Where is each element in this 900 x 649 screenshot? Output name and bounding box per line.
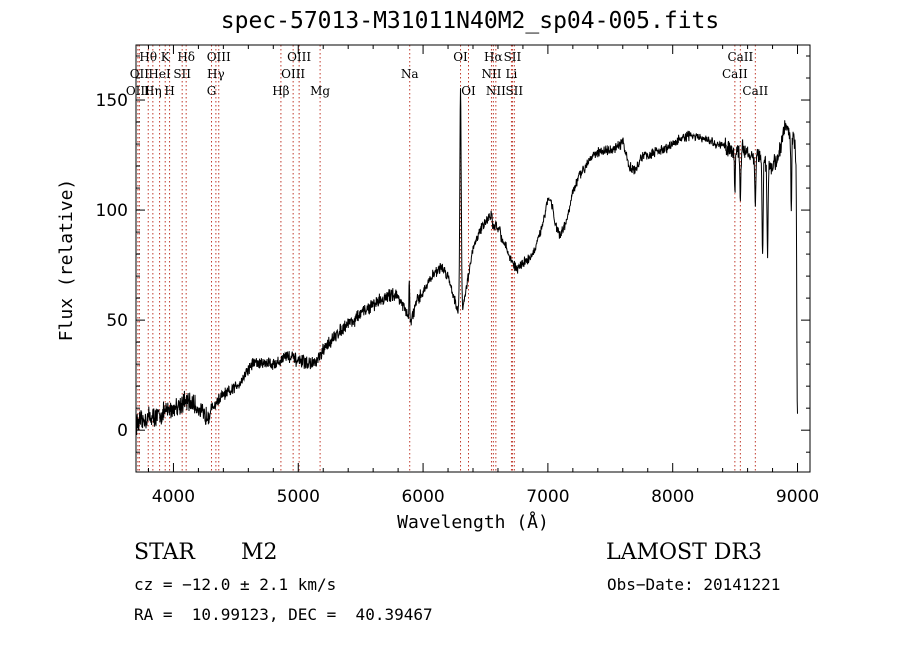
line-label: CaII xyxy=(722,67,748,81)
line-label: Hγ xyxy=(207,67,225,81)
line-label: Li xyxy=(506,67,518,81)
emission-line-markers xyxy=(137,45,756,472)
y-axis-label: Flux (relative) xyxy=(56,179,77,342)
line-label: NII xyxy=(481,67,501,81)
x-axis-label: Wavelength (Å) xyxy=(397,511,549,533)
redshift-text: cz = −12.0 ± 2.1 km/s xyxy=(134,575,337,594)
line-label: K xyxy=(161,50,171,64)
x-tick-label: 4000 xyxy=(152,487,195,507)
line-label: Hα xyxy=(484,50,503,64)
spectrum-series xyxy=(135,88,798,436)
line-label: OII xyxy=(130,67,150,81)
line-label: CaII xyxy=(742,84,768,98)
obs-date: Obs−Date: 20141221 xyxy=(607,575,781,594)
line-label: Mg xyxy=(310,84,330,98)
line-label: OIII xyxy=(287,50,311,64)
object-class: STAR xyxy=(134,540,195,565)
line-label: CaII xyxy=(727,50,753,64)
chart-title: spec-57013-M31011N40M2_sp04-005.fits xyxy=(220,8,720,34)
spectrum-line xyxy=(135,88,798,436)
x-tick-label: 6000 xyxy=(401,487,444,507)
x-tick-label: 9000 xyxy=(776,487,819,507)
line-label: SII xyxy=(173,67,191,81)
axes: 4000 5000 6000 7000 8000 9000 0 50 100 150 xyxy=(96,45,819,507)
line-label: OIII xyxy=(281,67,305,81)
line-label: Hθ xyxy=(139,50,157,64)
line-label: H xyxy=(164,84,174,98)
object-subclass: M2 xyxy=(241,540,278,565)
line-label: SII xyxy=(505,84,523,98)
line-label: OI xyxy=(453,50,468,64)
plot-frame xyxy=(135,44,811,473)
survey-name: LAMOST DR3 xyxy=(606,540,762,565)
coordinates: RA = 10.99123, DEC = 40.39467 xyxy=(134,605,433,624)
y-tick-label: 100 xyxy=(96,201,128,221)
line-label: OIII xyxy=(207,50,231,64)
line-label: Hδ xyxy=(177,50,195,64)
line-label: HeI xyxy=(148,67,171,81)
y-tick-label: 50 xyxy=(106,311,128,331)
x-tick-label: 5000 xyxy=(277,487,320,507)
x-tick-label: 8000 xyxy=(651,487,694,507)
line-label: OI xyxy=(461,84,476,98)
line-label: OIII xyxy=(126,84,150,98)
line-label: SII xyxy=(504,50,522,64)
y-tick-label: 0 xyxy=(117,421,128,441)
line-label: Na xyxy=(401,67,419,81)
line-label: NII xyxy=(486,84,506,98)
x-tick-label: 7000 xyxy=(526,487,569,507)
line-label: Hη xyxy=(144,84,162,98)
y-tick-label: 150 xyxy=(96,91,128,111)
line-label: Hβ xyxy=(272,84,289,98)
line-label: G xyxy=(207,84,217,98)
